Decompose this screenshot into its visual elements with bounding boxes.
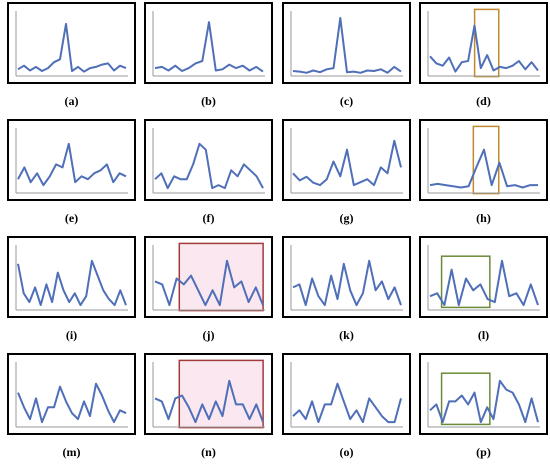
line-series	[429, 259, 539, 307]
highlight-box	[472, 125, 500, 195]
line-series	[17, 22, 127, 73]
line-series	[154, 21, 264, 73]
line-series	[292, 139, 402, 187]
panel-border	[282, 236, 411, 318]
panel-border	[282, 2, 411, 84]
panel-border	[282, 119, 411, 201]
panel-caption: (g)	[340, 211, 354, 225]
panel-border	[419, 2, 548, 84]
panel-border	[144, 119, 273, 201]
panel-border	[282, 353, 411, 435]
panel-caption: (h)	[476, 211, 491, 225]
panel-border	[7, 236, 136, 318]
line-series	[429, 24, 539, 73]
panel-caption: (k)	[339, 328, 354, 342]
line-series	[292, 259, 402, 307]
line-series	[292, 17, 402, 74]
line-series	[154, 379, 264, 424]
line-series	[154, 259, 264, 307]
panel-caption: (i)	[66, 328, 77, 342]
panel-caption: (p)	[476, 445, 491, 459]
line-series	[17, 259, 127, 307]
panel-caption: (n)	[201, 445, 216, 459]
line-series	[154, 142, 264, 190]
panel-border	[144, 353, 273, 435]
highlight-box	[473, 8, 500, 78]
panel-caption: (l)	[478, 328, 489, 342]
panel-border	[144, 236, 273, 318]
highlight-box	[440, 255, 491, 309]
panel-caption: (f)	[203, 211, 215, 225]
panel-border	[7, 353, 136, 435]
panel-caption: (m)	[63, 445, 81, 459]
panel-caption: (d)	[476, 94, 491, 108]
panel-border	[144, 2, 273, 84]
panel-border	[419, 353, 548, 435]
panel-border	[419, 119, 548, 201]
panel-caption: (c)	[340, 94, 353, 108]
panel-border	[419, 236, 548, 318]
panel-caption: (o)	[340, 445, 354, 459]
line-series	[17, 382, 127, 424]
highlight-box	[440, 372, 491, 426]
panel-caption: (a)	[65, 94, 79, 108]
panel-caption: (b)	[201, 94, 216, 108]
line-series	[429, 379, 539, 424]
panel-border	[7, 119, 136, 201]
line-series	[17, 142, 127, 187]
panel-caption: (j)	[203, 328, 215, 342]
panel-caption: (e)	[65, 211, 78, 225]
panel-border	[7, 2, 136, 84]
line-series	[429, 148, 538, 189]
line-series	[292, 382, 402, 424]
